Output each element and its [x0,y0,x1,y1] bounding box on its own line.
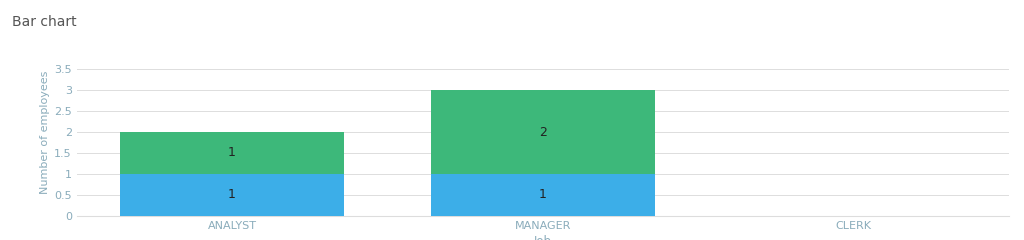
Text: 1: 1 [228,146,237,160]
Bar [431,174,654,216]
Bar [431,90,654,174]
Text: 2: 2 [539,126,547,138]
Y-axis label: Number of employees: Number of employees [40,70,50,194]
Text: 1: 1 [539,188,547,202]
X-axis label: Job: Job [534,235,552,240]
Text: 1: 1 [228,188,237,202]
Bar [120,174,344,216]
Bar [120,132,344,174]
Text: Bar chart: Bar chart [12,15,77,30]
